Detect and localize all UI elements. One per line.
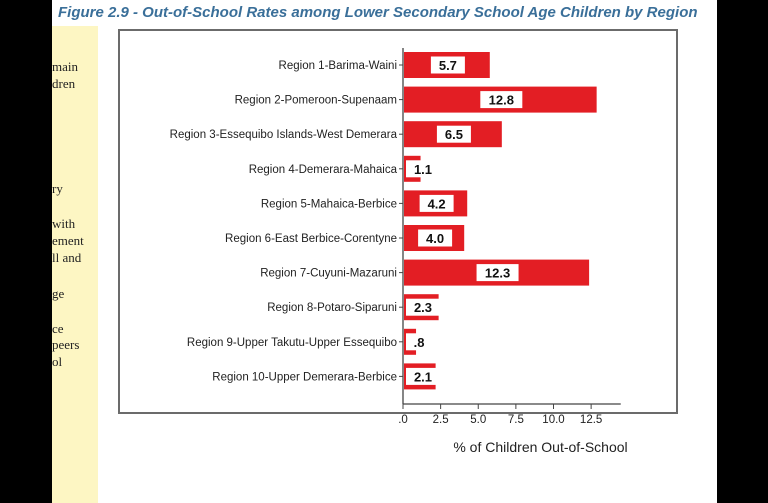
value-label: 5.7 <box>439 58 457 73</box>
category-label: Region 8-Potaro-Siparuni <box>267 302 397 314</box>
value-label-box <box>406 367 440 385</box>
value-label: 6.5 <box>445 127 463 142</box>
category-label: Region 10-Upper Demerara-Berbice <box>212 371 397 383</box>
sidebar-line: peers <box>52 337 80 352</box>
value-label-box <box>419 194 454 212</box>
category-label: Region 9-Upper Takutu-Upper Essequibo <box>187 337 397 349</box>
value-label-box <box>406 160 440 178</box>
x-tick-label: 12.5 <box>580 414 602 426</box>
sidebar-line: ll and <box>52 250 82 265</box>
sidebar-line: ge <box>52 286 65 301</box>
category-label: Region 2-Pomeroon-Supenaam <box>235 95 397 107</box>
category-label: Region 4-Demerara-Mahaica <box>249 164 398 176</box>
x-tick-label: 10.0 <box>542 414 564 426</box>
x-tick-label: .0 <box>398 414 408 426</box>
category-label: Region 7-Cuyuni-Mazaruni <box>260 268 397 280</box>
x-tick-label: 5.0 <box>470 414 486 426</box>
value-label-box <box>406 333 432 351</box>
x-tick-label: 2.5 <box>433 414 449 426</box>
sidebar-text-panel: main dren ry with ement ll and ge ce pee… <box>52 26 98 503</box>
x-tick-label: 7.5 <box>508 414 524 426</box>
value-label: 2.3 <box>414 300 432 315</box>
value-label: 12.8 <box>489 93 514 108</box>
sidebar-line: with <box>52 216 76 231</box>
sidebar-line: ol <box>52 354 63 369</box>
value-label-box <box>436 125 471 143</box>
sidebar-line: dren <box>52 76 76 91</box>
value-label-box <box>418 229 453 247</box>
value-label-box <box>430 56 465 74</box>
value-label-box <box>480 91 523 109</box>
category-label: Region 5-Mahaica-Berbice <box>261 198 397 210</box>
category-label: Region 6-East Berbice-Corentyne <box>225 233 397 245</box>
value-label-box <box>406 298 440 316</box>
value-label: .8 <box>414 335 425 350</box>
sidebar-line: ement <box>52 233 84 248</box>
value-label-box <box>476 264 519 282</box>
sidebar-line: ce <box>52 321 64 336</box>
category-label: Region 1-Barima-Waini <box>279 60 397 72</box>
sidebar-line: ry <box>52 181 63 196</box>
sidebar-line: main <box>52 59 78 74</box>
category-label: Region 3-Essequibo Islands-West Demerara <box>170 129 398 141</box>
figure-title: Figure 2.9 - Out-of-School Rates among L… <box>58 4 698 21</box>
value-label: 2.1 <box>414 369 432 384</box>
value-label: 4.2 <box>428 196 446 211</box>
value-label: 4.0 <box>426 231 444 246</box>
x-axis-title: % of Children Out-of-School <box>453 439 628 455</box>
value-label: 12.3 <box>485 266 510 281</box>
value-label: 1.1 <box>414 162 432 177</box>
